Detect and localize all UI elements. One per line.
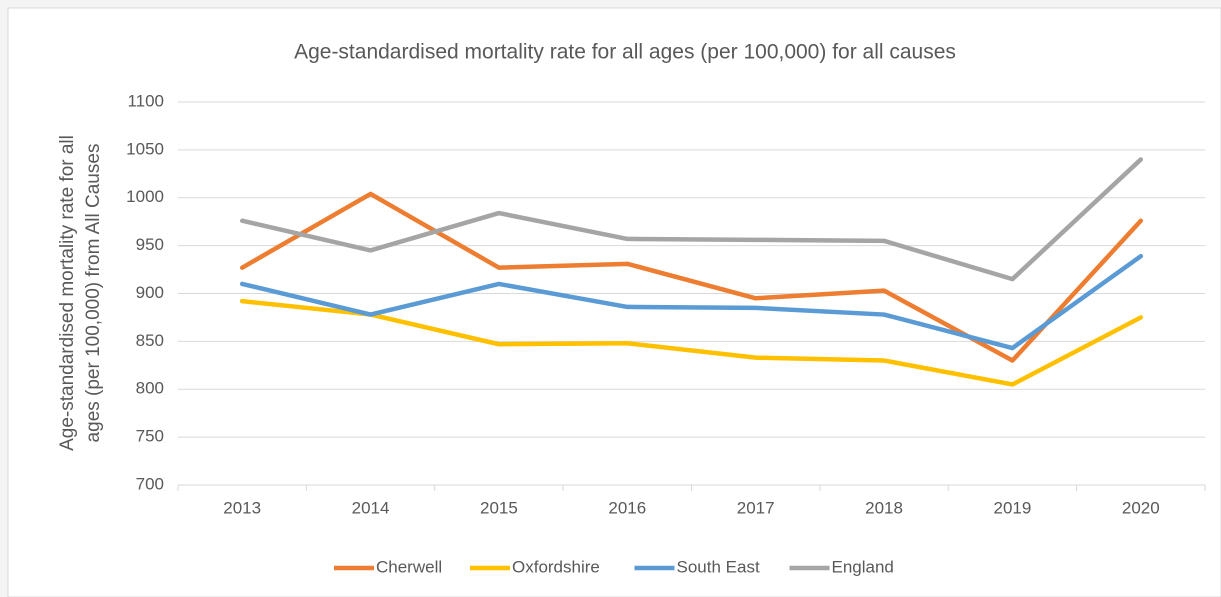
x-tick-label: 2020 bbox=[1122, 498, 1160, 517]
series-line bbox=[239, 191, 1144, 363]
legend-label: Oxfordshire bbox=[512, 557, 600, 576]
y-tick-label: 850 bbox=[136, 331, 164, 350]
series-line bbox=[239, 253, 1144, 351]
x-tick-label: 2013 bbox=[223, 498, 261, 517]
y-axis-label: ages (per 100,000) from All Causes bbox=[83, 144, 104, 443]
legend-label: South East bbox=[677, 557, 760, 576]
y-tick-label: 950 bbox=[136, 235, 164, 254]
chart-title: Age-standardised mortality rate for all … bbox=[294, 41, 956, 64]
x-tick-label: 2016 bbox=[608, 498, 646, 517]
x-tick-label: 2017 bbox=[737, 498, 775, 517]
y-tick-label: 750 bbox=[136, 427, 164, 446]
series-line bbox=[239, 298, 1144, 387]
legend-label: England bbox=[832, 557, 894, 576]
y-tick-label: 1050 bbox=[126, 139, 164, 158]
series-line bbox=[239, 157, 1144, 282]
x-tick-label: 2019 bbox=[994, 498, 1032, 517]
y-axis-label: Age-standardised mortality rate for all bbox=[57, 135, 78, 451]
y-tick-label: 900 bbox=[136, 283, 164, 302]
x-tick-label: 2018 bbox=[865, 498, 903, 517]
x-tick-label: 2014 bbox=[352, 498, 390, 517]
x-tick-label: 2015 bbox=[480, 498, 518, 517]
y-tick-label: 1100 bbox=[127, 91, 164, 110]
y-tick-label: 1000 bbox=[126, 187, 164, 206]
legend-label: Cherwell bbox=[376, 557, 442, 576]
y-tick-label: 700 bbox=[136, 474, 164, 493]
y-tick-label: 800 bbox=[136, 379, 164, 398]
